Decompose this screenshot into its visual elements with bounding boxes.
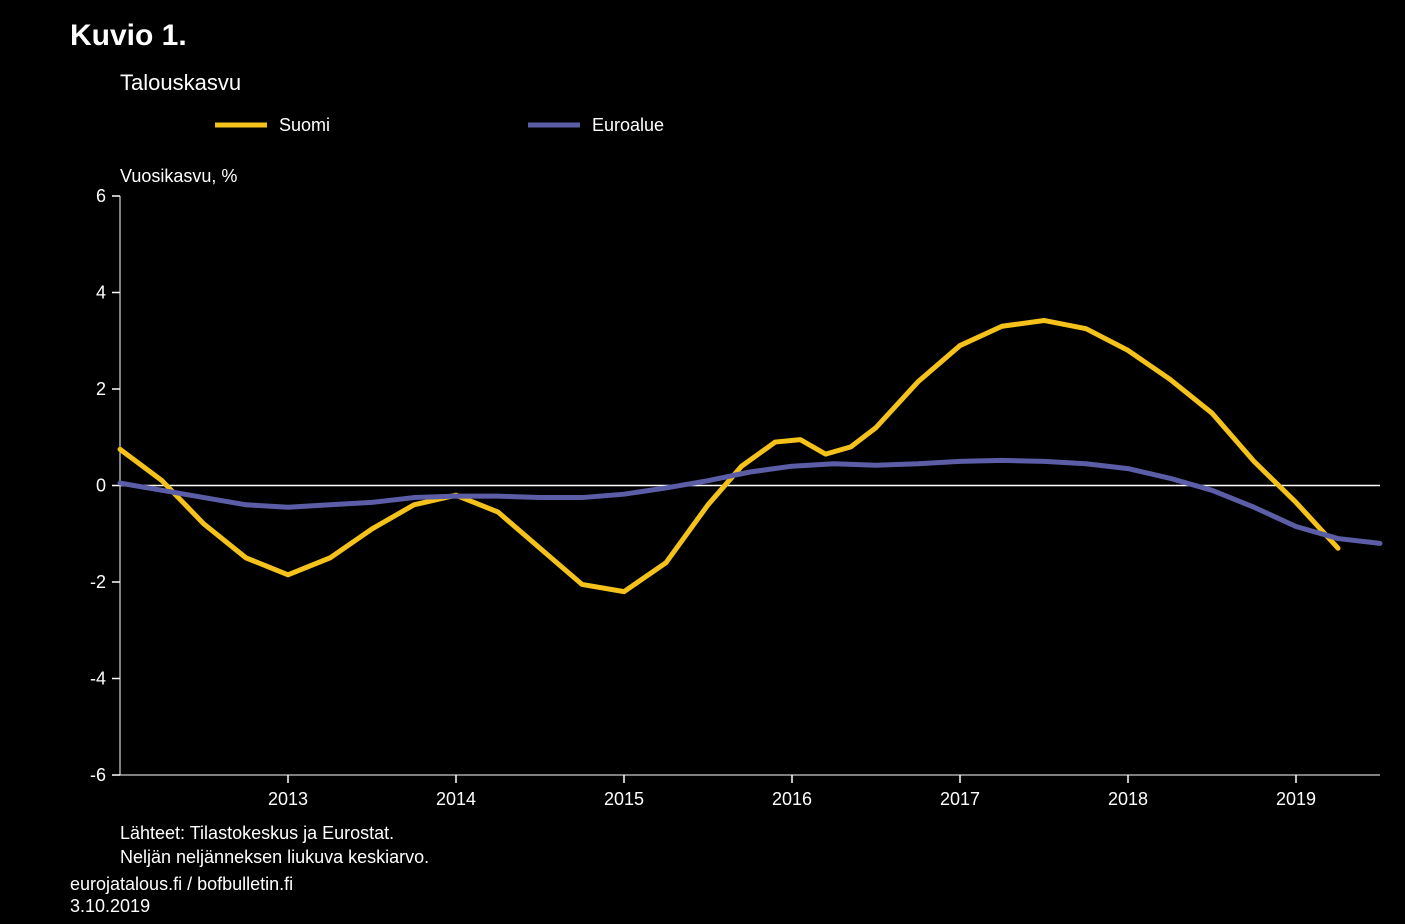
y-tick-label: 2	[96, 379, 106, 399]
y-tick-label: 6	[96, 186, 106, 206]
line-chart-svg: Kuvio 1. Talouskasvu Suomi Euroalue Vuosikas…	[0, 0, 1405, 919]
chart-subtitle: Talouskasvu	[120, 70, 241, 95]
y-tick-label: -4	[90, 669, 106, 689]
chart-title: Kuvio 1.	[70, 19, 187, 52]
x-tick-label: 2015	[604, 789, 644, 809]
x-tick-label: 2016	[772, 789, 812, 809]
y-tick-label: -6	[90, 765, 106, 785]
source-line-2: Neljän neljänneksen liukuva keskiarvo.	[120, 847, 429, 867]
chart-background	[0, 0, 1405, 919]
x-tick-label: 2013	[268, 789, 308, 809]
credit-line: eurojatalous.fi / bofbulletin.fi	[70, 874, 293, 894]
y-axis-label: Vuosikasvu, %	[120, 166, 237, 186]
legend-label: Euroalue	[592, 115, 664, 135]
date-line: 3.10.2019	[70, 896, 150, 916]
x-tick-label: 2014	[436, 789, 476, 809]
x-tick-label: 2018	[1108, 789, 1148, 809]
x-tick-label: 2019	[1276, 789, 1316, 809]
y-tick-label: 4	[96, 283, 106, 303]
y-tick-label: 0	[96, 476, 106, 496]
legend-label: Suomi	[279, 115, 330, 135]
chart-container: Kuvio 1. Talouskasvu Suomi Euroalue Vuosikas…	[0, 0, 1405, 919]
source-line-1: Lähteet: Tilastokeskus ja Eurostat.	[120, 823, 394, 843]
y-tick-label: -2	[90, 572, 106, 592]
x-tick-label: 2017	[940, 789, 980, 809]
